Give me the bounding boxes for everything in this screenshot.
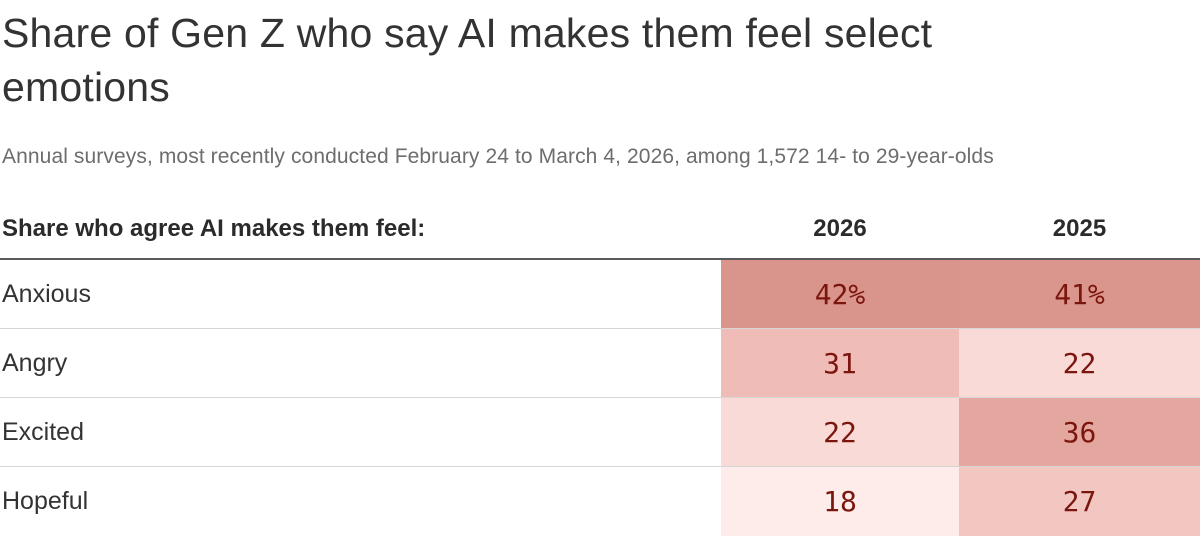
row-label-angry: Angry — [2, 348, 68, 377]
table-row: Anxious 42% 41% — [0, 260, 1200, 330]
column-header-2026: 2026 — [813, 215, 867, 243]
column-header-2025: 2025 — [1052, 215, 1107, 243]
chart-subtitle: Annual surveys, most recently conducted … — [2, 145, 994, 169]
value-cell: 22 — [959, 329, 1200, 398]
value-cell: 22 — [721, 398, 959, 467]
table-row: Excited 22 36 — [0, 398, 1200, 468]
row-label-hopeful: Hopeful — [2, 487, 89, 516]
value-cell: 36 — [959, 398, 1200, 467]
value-cell: 27 — [959, 467, 1200, 537]
value-cell: 18 — [721, 467, 959, 537]
value-cell: 41% — [959, 260, 1200, 329]
value-cell: 42% — [721, 260, 959, 329]
table-header-label: Share who agree AI makes them feel: — [2, 215, 426, 243]
table-row: Angry 31 22 — [0, 329, 1200, 399]
row-label-anxious: Anxious — [2, 279, 91, 308]
table-row: Hopeful 18 27 — [0, 467, 1200, 537]
value-cell: 31 — [721, 329, 959, 398]
row-label-excited: Excited — [2, 417, 84, 446]
table-header-row: Share who agree AI makes them feel: 2026… — [0, 170, 1200, 261]
chart-title: Share of Gen Z who say AI makes them fee… — [2, 10, 933, 111]
